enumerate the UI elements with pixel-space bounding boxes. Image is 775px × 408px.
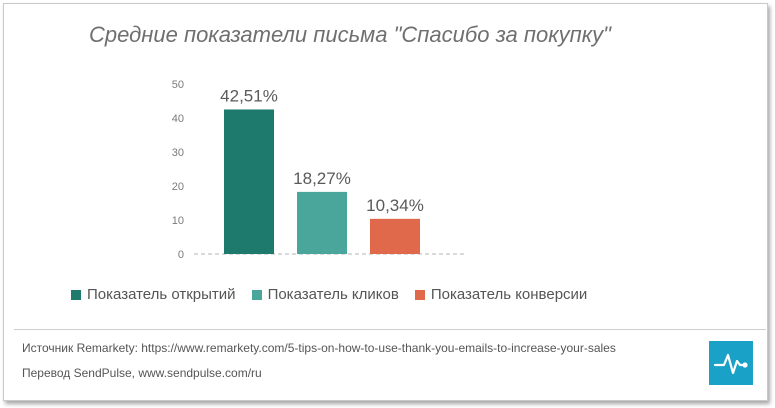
footer-divider <box>14 329 766 330</box>
translation-text: Перевод SendPulse, www.sendpulse.com/ru <box>22 366 262 380</box>
source-text: Источник Remarkety: https://www.remarket… <box>22 341 616 355</box>
legend-label: Показатель кликов <box>267 286 399 303</box>
y-tick-label: 20 <box>172 181 184 193</box>
legend-swatch <box>251 289 262 300</box>
legend-swatch <box>71 289 81 300</box>
legend-item-clicks: Показатель кликов <box>251 286 399 303</box>
chart-frame: Средние показатели письма "Спасибо за по… <box>3 3 768 401</box>
data-label: 42,51% <box>220 86 278 105</box>
legend: Показатель открытий Показатель кликов По… <box>71 286 603 303</box>
data-label: 10,34% <box>366 196 424 215</box>
legend-label: Показатель конверсии <box>430 286 588 303</box>
legend-swatch <box>414 289 425 300</box>
legend-item-opens: Показатель открытий <box>71 286 236 303</box>
chart-title: Средние показатели письма "Спасибо за по… <box>89 22 611 47</box>
y-tick-label: 10 <box>172 215 184 227</box>
bar-1 <box>297 191 347 254</box>
sendpulse-logo-icon <box>709 341 753 385</box>
y-tick-label: 30 <box>172 147 184 159</box>
bar-0 <box>224 109 274 254</box>
legend-label: Показатель открытий <box>87 286 236 303</box>
y-tick-label: 50 <box>172 79 184 91</box>
data-label: 18,27% <box>293 169 351 188</box>
y-tick-label: 40 <box>172 113 184 125</box>
y-tick-label: 0 <box>178 249 184 261</box>
legend-item-conversion: Показатель конверсии <box>414 286 588 303</box>
bar-chart: 0 10 20 30 40 50 42,51% 18,27% 10,34% <box>172 79 464 261</box>
bar-2 <box>370 218 420 254</box>
